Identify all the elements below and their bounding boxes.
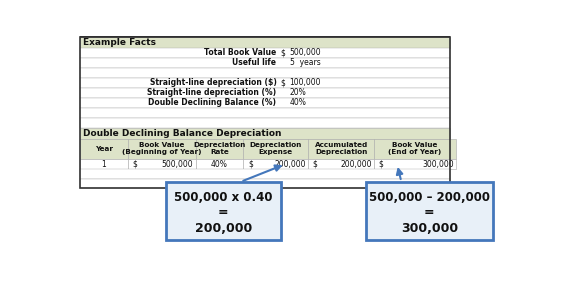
Bar	[80, 108, 451, 118]
Text: $: $	[132, 160, 137, 169]
Bar	[80, 36, 451, 38]
Text: =: =	[424, 206, 435, 219]
Text: Straight-line depreciation (%): Straight-line depreciation (%)	[147, 88, 277, 97]
Text: Double Declining Balance (%): Double Declining Balance (%)	[148, 98, 277, 107]
Bar	[243, 159, 308, 170]
Text: Book Value
(Beginning of Year): Book Value (Beginning of Year)	[122, 142, 202, 155]
Bar	[80, 159, 128, 170]
Text: Example Facts: Example Facts	[83, 38, 156, 47]
Text: $: $	[280, 48, 285, 57]
Text: $: $	[313, 160, 318, 169]
Bar	[80, 48, 451, 58]
Bar	[374, 159, 456, 170]
Text: 1: 1	[101, 160, 106, 169]
Bar	[128, 139, 196, 159]
Text: 500,000 – 200,000: 500,000 – 200,000	[369, 190, 490, 203]
Text: Useful life: Useful life	[233, 58, 277, 67]
Bar	[80, 179, 451, 188]
Text: 300,000: 300,000	[401, 222, 458, 235]
Text: =: =	[218, 206, 229, 219]
Text: Accumulated
Depreciation: Accumulated Depreciation	[315, 142, 368, 155]
Text: Depreciation
Expense: Depreciation Expense	[250, 142, 302, 155]
Text: Book Value
(End of Year): Book Value (End of Year)	[389, 142, 442, 155]
Text: 500,000: 500,000	[289, 48, 321, 57]
Text: $: $	[379, 160, 384, 169]
Text: 200,000: 200,000	[274, 160, 306, 169]
Text: 40%: 40%	[289, 98, 306, 107]
Bar	[308, 159, 374, 170]
Text: Depreciation
Rate: Depreciation Rate	[193, 142, 246, 155]
Text: 500,000 x 0.40: 500,000 x 0.40	[174, 190, 272, 203]
Text: 200,000: 200,000	[340, 160, 372, 169]
Bar	[80, 128, 451, 139]
Bar	[80, 139, 128, 159]
Text: Straight-line depreciation ($): Straight-line depreciation ($)	[149, 78, 277, 87]
Text: 100,000: 100,000	[289, 78, 321, 87]
Text: $: $	[280, 78, 285, 87]
Text: Total Book Value: Total Book Value	[204, 48, 277, 57]
Bar	[80, 88, 451, 98]
Bar	[308, 139, 374, 159]
Text: $: $	[248, 160, 253, 169]
Bar	[80, 98, 451, 108]
Bar	[80, 170, 451, 179]
Bar	[166, 182, 281, 240]
Text: 200,000: 200,000	[195, 222, 252, 235]
Text: 500,000: 500,000	[162, 160, 193, 169]
Bar	[80, 58, 451, 68]
Bar	[243, 139, 308, 159]
Bar	[196, 139, 243, 159]
Text: 300,000: 300,000	[422, 160, 454, 169]
Bar	[80, 68, 451, 78]
Bar	[80, 118, 451, 128]
Text: Year: Year	[95, 146, 113, 152]
Text: 5  years: 5 years	[289, 58, 321, 67]
Text: 20%: 20%	[289, 88, 306, 97]
Bar	[80, 37, 451, 188]
Bar	[80, 78, 451, 88]
Bar	[366, 182, 493, 240]
Text: 40%: 40%	[211, 160, 228, 169]
Bar	[128, 159, 196, 170]
Text: Double Declining Balance Depreciation: Double Declining Balance Depreciation	[83, 129, 282, 138]
Bar	[196, 159, 243, 170]
Bar	[80, 37, 451, 48]
Bar	[374, 139, 456, 159]
